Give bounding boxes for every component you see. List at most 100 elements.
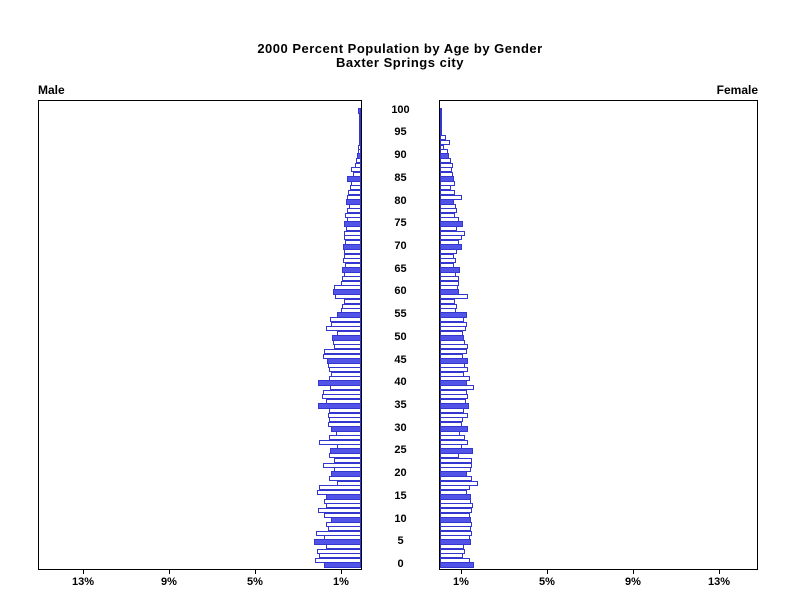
tick-label-1pct: 1%	[453, 576, 469, 588]
bar-female-age-66	[440, 263, 454, 268]
bar-female-age-97	[440, 122, 442, 127]
age-tick-55: 55	[394, 308, 407, 320]
tick-mark-1pct	[461, 570, 462, 574]
age-tick-80: 80	[394, 195, 407, 207]
bar-female-age-11	[440, 513, 470, 518]
bar-male-age-11	[324, 513, 361, 518]
tick-mark-13pct	[83, 570, 84, 574]
bar-male-age-18	[337, 481, 361, 486]
bar-female-age-27	[440, 440, 468, 445]
bar-female-age-33	[440, 413, 468, 418]
bar-female-age-68	[440, 254, 454, 259]
age-tick-60: 60	[394, 285, 407, 297]
bar-female-age-81	[440, 195, 462, 200]
chart-title-line1: 2000 Percent Population by Age by Gender	[257, 41, 543, 56]
bar-male-age-100	[358, 108, 361, 114]
female-plot-area	[439, 100, 758, 570]
tick-mark-9pct	[169, 570, 170, 574]
bar-female-age-93	[440, 140, 450, 145]
bar-male-age-86	[353, 172, 361, 177]
age-tick-100: 100	[391, 104, 410, 116]
bar-male-age-3	[317, 549, 361, 554]
age-tick-70: 70	[394, 240, 407, 252]
age-tick-95: 95	[394, 126, 407, 138]
bar-male-age-31	[328, 422, 361, 427]
bar-male-age-88	[355, 163, 361, 168]
bar-female-age-42	[440, 372, 464, 377]
bar-female-age-36	[440, 399, 466, 404]
bar-male-age-93	[359, 140, 361, 145]
bar-female-age-22	[440, 463, 472, 468]
age-tick-90: 90	[394, 149, 407, 161]
tick-label-13pct: 13%	[71, 576, 95, 588]
bar-female-age-88	[440, 163, 453, 168]
male-axis-label: Male	[38, 83, 65, 97]
bar-male-age-66	[345, 263, 361, 268]
bar-female-age-1	[440, 558, 470, 563]
tick-label-9pct: 9%	[161, 576, 177, 588]
female-axis-label: Female	[716, 83, 758, 97]
bar-male-age-22	[323, 463, 361, 468]
age-tick-0: 0	[397, 558, 404, 570]
bar-male-age-51	[337, 331, 361, 336]
bar-female-age-31	[440, 422, 462, 427]
age-tick-45: 45	[394, 354, 407, 366]
bar-male-age-46	[323, 354, 361, 359]
bar-male-age-47	[324, 349, 361, 354]
bar-male-age-7	[316, 531, 361, 536]
male-value-axis: 13% 9% 5% 1%	[38, 570, 362, 596]
bar-female-age-53	[440, 322, 467, 327]
bar-male-age-73	[344, 231, 361, 236]
age-tick-30: 30	[394, 422, 407, 434]
bar-female-age-82	[440, 190, 455, 195]
tick-mark-1pct	[341, 570, 342, 574]
bar-male-age-1	[315, 558, 361, 563]
bar-female-age-18	[440, 481, 478, 486]
bar-female-age-46	[440, 354, 463, 359]
bar-female-age-16	[440, 490, 467, 495]
bar-male-age-42	[331, 372, 361, 377]
bar-female-age-23	[440, 458, 472, 463]
age-tick-20: 20	[394, 467, 407, 479]
bar-male-age-53	[331, 322, 361, 327]
age-tick-15: 15	[394, 490, 407, 502]
bar-male-age-38	[323, 390, 361, 395]
bar-female-age-47	[440, 349, 467, 354]
tick-mark-13pct	[719, 570, 720, 574]
tick-label-5pct: 5%	[539, 576, 555, 588]
bar-female-age-73	[440, 231, 465, 236]
tick-mark-5pct	[255, 570, 256, 574]
bar-male-age-58	[344, 299, 361, 304]
bar-female-age-77	[440, 213, 455, 218]
bar-male-age-97	[359, 122, 361, 127]
bar-male-age-71	[345, 240, 361, 245]
bar-female-age-3	[440, 549, 465, 554]
bar-male-age-68	[344, 254, 361, 259]
bar-male-age-82	[348, 190, 361, 195]
bar-female-age-7	[440, 531, 472, 536]
age-tick-40: 40	[394, 376, 407, 388]
bar-male-age-36	[326, 399, 361, 404]
bar-female-age-38	[440, 390, 467, 395]
bar-female-age-58	[440, 299, 455, 304]
tick-label-9pct: 9%	[625, 576, 641, 588]
tick-mark-9pct	[633, 570, 634, 574]
age-tick-35: 35	[394, 399, 407, 411]
chart-title-line2: Baxter Springs city	[336, 55, 464, 70]
bar-female-age-51	[440, 331, 463, 336]
age-tick-85: 85	[394, 172, 407, 184]
bar-female-age-57	[440, 304, 457, 309]
age-tick-25: 25	[394, 444, 407, 456]
bar-male-age-12	[318, 508, 361, 513]
bar-female-age-86	[440, 172, 453, 177]
tick-mark-5pct	[547, 570, 548, 574]
bar-male-age-27	[319, 440, 361, 445]
bar-male-age-62	[341, 281, 361, 286]
bar-male-age-77	[345, 213, 361, 218]
age-tick-5: 5	[397, 535, 404, 547]
bar-male-age-23	[334, 458, 361, 463]
age-axis-labels: 0 5 10 15 20 25 30 35 40 45 50 55 60 65 70 75 80 85 90 95 10…	[362, 100, 439, 570]
bar-male-age-57	[342, 304, 361, 309]
tick-label-5pct: 5%	[247, 576, 263, 588]
